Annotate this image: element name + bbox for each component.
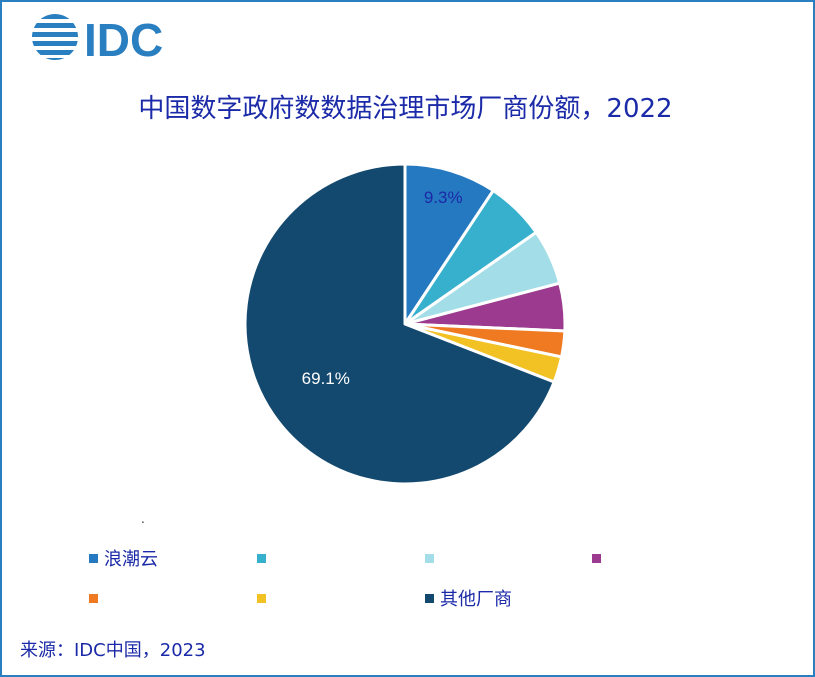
legend-swatch [257,553,266,563]
source-note: 来源：IDC中国，2023 [20,640,206,661]
legend-item [257,547,272,569]
legend-swatch [257,593,266,603]
legend-item: 其他厂商 [425,587,512,610]
logo-text: IDC [84,14,163,64]
pie-slice-0 [403,162,495,326]
slice-data-label: 69.1% [302,369,350,388]
legend-swatch [425,593,434,603]
stray-dot: . [141,512,145,526]
globe-icon [32,14,78,60]
legend-swatch [89,553,98,563]
legend-label: 浪潮云 [104,549,158,570]
legend-swatch [89,593,98,603]
idc-logo: IDC [30,12,190,68]
legend-item: 浪潮云 [89,547,158,570]
chart-title: 中国数字政府数数据治理市场厂商份额，2022 [138,94,673,124]
legend-item [257,587,272,609]
legend-label: 其他厂商 [440,589,512,610]
legend-swatch [592,553,601,563]
slice-data-label: 9.3% [424,188,463,207]
legend-swatch [425,553,434,563]
legend-item [89,587,104,609]
legend-item [425,547,440,569]
pie-slice-6 [243,162,556,486]
legend-item [592,547,607,569]
